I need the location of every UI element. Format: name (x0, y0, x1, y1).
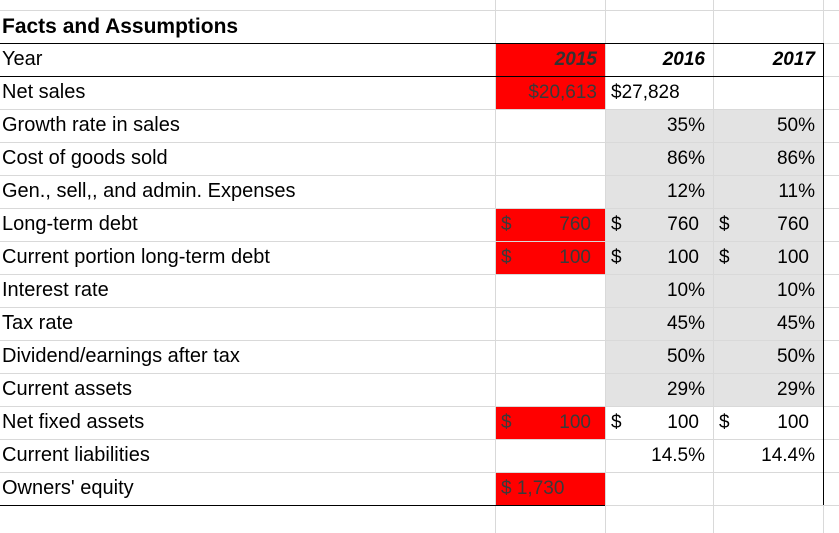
table-border (823, 43, 824, 505)
cell-value: 10% (776, 280, 815, 301)
column-line (605, 0, 606, 533)
currency-symbol: $ (611, 214, 622, 235)
row-line (0, 274, 839, 275)
row-line (0, 472, 839, 473)
cell-value: 50% (776, 115, 815, 136)
column-line (495, 0, 496, 533)
row-label: Gen., sell,, and admin. Expenses (2, 180, 296, 202)
row-line (0, 10, 839, 11)
cell-value: 86% (666, 148, 705, 169)
row-label: Dividend/earnings after tax (2, 345, 240, 367)
table-border (0, 505, 605, 506)
cell-value: $27,828 (611, 82, 680, 103)
row-label: Cost of goods sold (2, 147, 168, 169)
row-line (0, 307, 839, 308)
currency-symbol: $ (501, 247, 512, 268)
row-label: Year (2, 48, 43, 70)
cell-value: 10% (666, 280, 705, 301)
row-label: Tax rate (2, 312, 74, 334)
currency-symbol: $ (719, 412, 730, 433)
cell-value: 45% (776, 313, 815, 334)
row-line (0, 142, 839, 143)
currency-symbol: $ (611, 247, 622, 268)
cell-value: 100 (667, 247, 699, 268)
cell-fill (495, 76, 605, 109)
row-line (0, 208, 839, 209)
row-line (0, 340, 839, 341)
cell-value: 35% (666, 115, 705, 136)
cell-value: 14.5% (651, 445, 705, 466)
row-line (0, 439, 839, 440)
cell-value: 100 (559, 412, 591, 433)
row-label: Net fixed assets (2, 411, 145, 433)
cell-value: 50% (776, 346, 815, 367)
cell-value: $20,613 (528, 82, 597, 103)
year: 2016 (662, 49, 705, 70)
row-line (0, 406, 839, 407)
row-label: Long-term debt (2, 213, 138, 235)
title: Facts and Assumptions (2, 15, 239, 38)
cell-value: 760 (559, 214, 591, 235)
currency-symbol: $ (501, 412, 512, 433)
row-line (0, 373, 839, 374)
cell-value: 29% (776, 379, 815, 400)
row-line (0, 175, 839, 176)
row-label: Owners' equity (2, 477, 134, 499)
row-label: Net sales (2, 81, 86, 103)
currency-symbol: $ (611, 412, 622, 433)
header-border (0, 43, 823, 44)
column-line (713, 0, 714, 533)
cell-value: $ 1,730 (501, 478, 565, 499)
cell-value: 29% (666, 379, 705, 400)
cell-value: 11% (778, 181, 815, 202)
cell-value: 100 (559, 247, 591, 268)
cell-value: 100 (777, 247, 809, 268)
currency-symbol: $ (719, 214, 730, 235)
input-area-fill (605, 109, 823, 406)
cell-value: 45% (666, 313, 705, 334)
row-line (0, 241, 839, 242)
cell-value: 100 (777, 412, 809, 433)
row-label: Current assets (2, 378, 133, 400)
row-label: Current portion long-term debt (2, 246, 270, 268)
year-cell-fill (495, 43, 605, 76)
cell-fill (495, 472, 605, 505)
cell-fill (495, 406, 605, 439)
cell-value: 760 (667, 214, 699, 235)
header-border (0, 76, 823, 77)
year: 2017 (772, 49, 815, 70)
cell-value: 12% (666, 181, 705, 202)
cell-value: 86% (776, 148, 815, 169)
currency-symbol: $ (719, 247, 730, 268)
row-label: Interest rate (2, 279, 109, 301)
year: 2015 (554, 49, 597, 70)
row-label: Growth rate in sales (2, 114, 180, 136)
cell-value: 100 (667, 412, 699, 433)
currency-symbol: $ (501, 214, 512, 235)
row-label: Current liabilities (2, 444, 150, 466)
cell-value: 50% (666, 346, 705, 367)
cell-fill (495, 208, 605, 241)
cell-fill (495, 241, 605, 274)
cell-value: 760 (777, 214, 809, 235)
cell-value: 14.4% (761, 445, 815, 466)
row-line (0, 109, 839, 110)
